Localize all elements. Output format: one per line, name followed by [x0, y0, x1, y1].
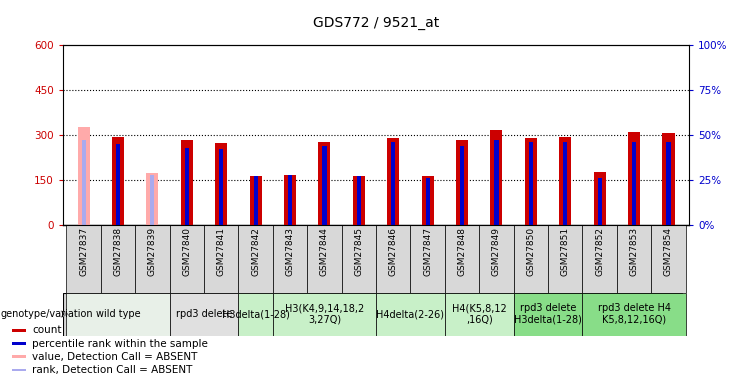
Bar [491, 130, 502, 225]
Bar [239, 225, 273, 292]
Bar [78, 128, 90, 225]
Bar [376, 225, 411, 292]
Bar [12, 342, 26, 345]
Bar [357, 176, 361, 225]
Bar [150, 175, 154, 225]
Text: H4(K5,8,12
,16Q): H4(K5,8,12 ,16Q) [452, 303, 507, 325]
Bar [147, 172, 159, 225]
Text: percentile rank within the sample: percentile rank within the sample [32, 339, 208, 349]
Bar [253, 176, 258, 225]
Bar [101, 225, 136, 292]
Bar [422, 176, 433, 225]
Bar [617, 225, 651, 292]
Bar [548, 225, 582, 292]
Text: GSM27851: GSM27851 [561, 227, 570, 276]
Text: GSM27838: GSM27838 [113, 227, 122, 276]
Bar [425, 178, 430, 225]
Bar [582, 225, 617, 292]
Bar [273, 225, 308, 292]
Bar [594, 172, 605, 225]
Bar [322, 146, 327, 225]
Bar [479, 225, 514, 292]
Bar [204, 225, 239, 292]
Bar [319, 142, 330, 225]
Bar [666, 142, 671, 225]
Bar [445, 292, 514, 336]
Text: rpd3 delete: rpd3 delete [176, 309, 232, 319]
Bar [342, 225, 376, 292]
Text: GSM27847: GSM27847 [423, 227, 432, 276]
Text: GSM27842: GSM27842 [251, 227, 260, 276]
Text: rpd3 delete H4
K5,8,12,16Q): rpd3 delete H4 K5,8,12,16Q) [597, 303, 671, 325]
Bar [273, 292, 376, 336]
Bar [445, 225, 479, 292]
Bar [67, 292, 170, 336]
Bar [411, 225, 445, 292]
Text: GSM27843: GSM27843 [285, 227, 295, 276]
Bar [116, 144, 120, 225]
Bar [456, 140, 468, 225]
Bar [559, 137, 571, 225]
Bar [67, 225, 101, 292]
Bar [514, 225, 548, 292]
Bar [219, 149, 223, 225]
Bar [628, 132, 640, 225]
Text: GSM27854: GSM27854 [664, 227, 673, 276]
Bar [12, 369, 26, 371]
Bar [170, 292, 239, 336]
Bar [460, 146, 464, 225]
Bar [494, 140, 499, 225]
Bar [529, 142, 533, 225]
Bar [388, 138, 399, 225]
Bar [135, 225, 170, 292]
Text: H4delta(2-26): H4delta(2-26) [376, 309, 445, 319]
Text: GSM27852: GSM27852 [595, 227, 604, 276]
Text: GSM27839: GSM27839 [148, 227, 157, 276]
Bar [662, 133, 674, 225]
Text: GSM27850: GSM27850 [526, 227, 536, 276]
Bar [170, 225, 204, 292]
Text: GSM27840: GSM27840 [182, 227, 191, 276]
Text: genotype/variation: genotype/variation [1, 309, 93, 319]
Text: value, Detection Call = ABSENT: value, Detection Call = ABSENT [32, 352, 197, 362]
Bar [597, 178, 602, 225]
Bar [582, 292, 685, 336]
Bar [82, 140, 86, 225]
Text: GSM27844: GSM27844 [320, 227, 329, 276]
Text: GSM27845: GSM27845 [354, 227, 363, 276]
Text: GSM27849: GSM27849 [492, 227, 501, 276]
Text: wild type: wild type [96, 309, 140, 319]
Text: GSM27841: GSM27841 [216, 227, 226, 276]
Bar [12, 356, 26, 358]
Text: GSM27837: GSM27837 [79, 227, 88, 276]
Bar [308, 225, 342, 292]
Bar [514, 292, 582, 336]
Text: GSM27846: GSM27846 [389, 227, 398, 276]
Bar [215, 142, 227, 225]
Bar [632, 142, 636, 225]
Text: rank, Detection Call = ABSENT: rank, Detection Call = ABSENT [32, 365, 193, 375]
Bar [239, 292, 273, 336]
Bar [525, 138, 537, 225]
Bar [181, 140, 193, 225]
Bar [391, 142, 396, 225]
Text: H3delta(1-28): H3delta(1-28) [222, 309, 290, 319]
Text: GSM27853: GSM27853 [630, 227, 639, 276]
Bar [112, 137, 124, 225]
Bar [185, 148, 189, 225]
Text: H3(K4,9,14,18,2
3,27Q): H3(K4,9,14,18,2 3,27Q) [285, 303, 364, 325]
Bar [288, 175, 292, 225]
Bar [376, 292, 445, 336]
Bar [563, 142, 568, 225]
Bar [12, 329, 26, 332]
Bar [651, 225, 685, 292]
Bar [250, 176, 262, 225]
Text: count: count [32, 326, 62, 336]
Text: GDS772 / 9521_at: GDS772 / 9521_at [313, 16, 439, 30]
Bar [353, 176, 365, 225]
Bar [284, 175, 296, 225]
Text: rpd3 delete
H3delta(1-28): rpd3 delete H3delta(1-28) [514, 303, 582, 325]
Text: GSM27848: GSM27848 [457, 227, 467, 276]
